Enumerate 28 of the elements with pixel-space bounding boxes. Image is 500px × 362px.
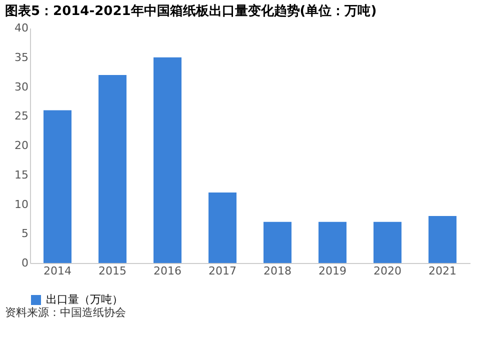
bar [98,75,126,263]
text: 资料来源：中国造纸协会 [5,306,126,319]
x-tick-label: 2014 [44,264,72,278]
y-tick-label: 5 [22,227,28,240]
y-tick-label: 25 [14,110,28,123]
y-tick-label: 20 [14,139,28,152]
bar [208,192,236,263]
bar [264,222,292,263]
chart-title: 图表5：2014-2021年中国箱纸板出口量变化趋势(单位：万吨) [5,3,377,19]
x-tick-label: 2016 [154,264,182,278]
bar [428,216,456,263]
bar [318,222,346,263]
x-tick-label: 2015 [98,264,126,278]
y-tick-label: 30 [14,80,28,94]
bar [374,222,402,263]
legend-label: 出口量（万吨） [46,293,123,306]
bar [154,57,182,263]
x-tick-label: 2017 [208,264,236,278]
bar [44,110,72,263]
y-tick-label: 40 [14,22,28,34]
x-tick-label: 2020 [374,264,402,278]
x-tick-label: 2019 [318,264,346,278]
y-tick-label: 0 [22,256,28,270]
x-tick-label: 2018 [264,264,292,278]
x-tick-label: 2021 [428,264,456,278]
y-tick-label: 15 [14,168,28,182]
y-tick-label: 10 [14,198,28,211]
y-tick-label: 35 [14,50,28,64]
